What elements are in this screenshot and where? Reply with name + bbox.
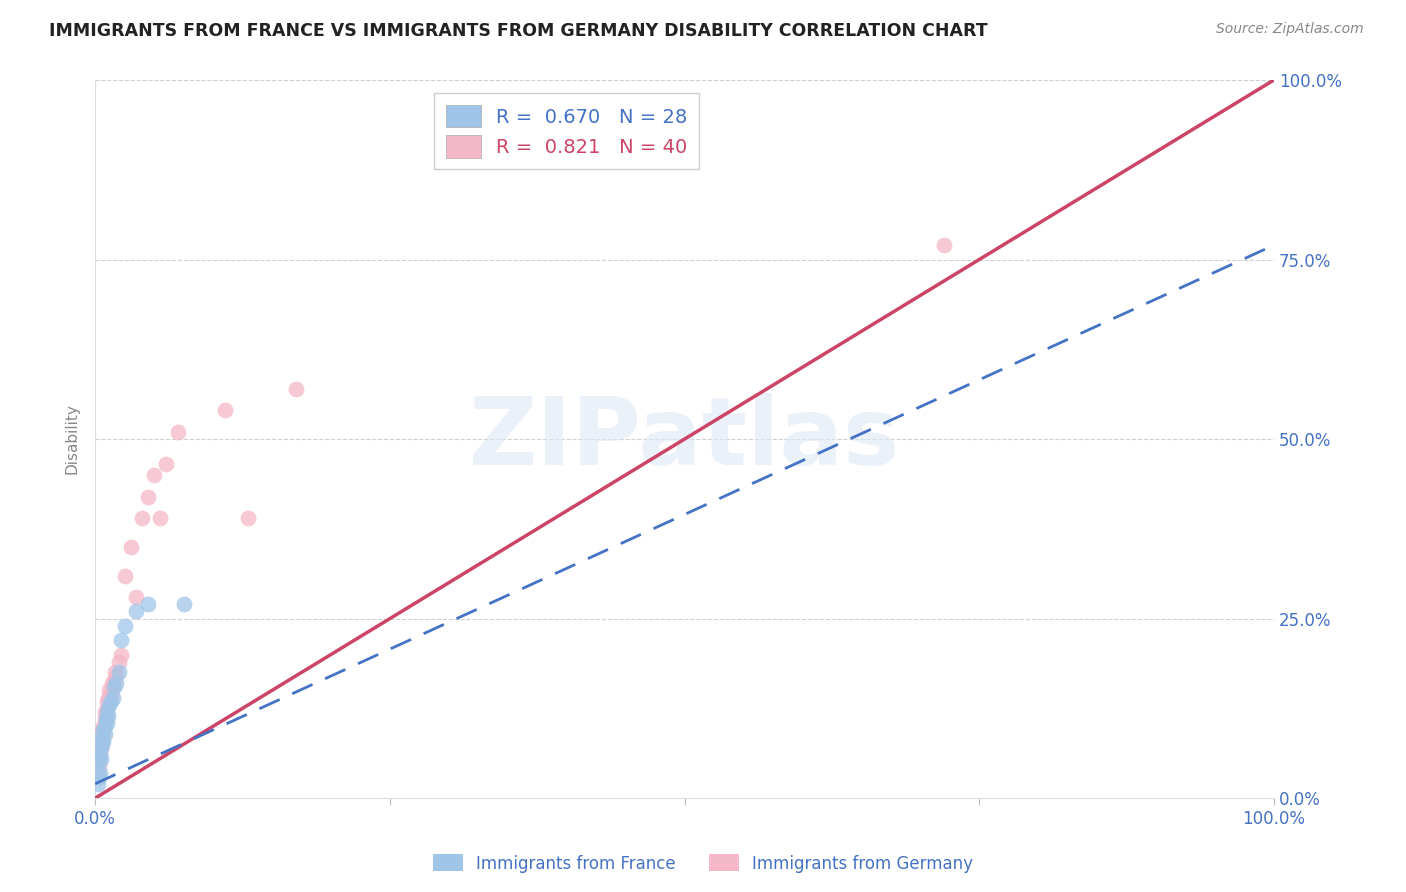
Point [86, 766, 108, 780]
Point [87, 744, 110, 758]
Point [93, 712, 115, 726]
Point [86, 777, 108, 791]
Point [143, 467, 166, 482]
Point [91, 733, 114, 747]
Point [173, 597, 195, 611]
Point [131, 511, 153, 525]
Point [90, 751, 112, 765]
Point [100, 694, 122, 708]
Point [120, 540, 142, 554]
Point [125, 590, 148, 604]
Point [101, 680, 124, 694]
Point [155, 457, 177, 471]
Point [96, 694, 118, 708]
Point [87, 756, 110, 770]
Point [136, 490, 159, 504]
Point [284, 382, 307, 396]
Point [86, 751, 108, 765]
Point [89, 766, 111, 780]
Point [97, 690, 120, 705]
Text: IMMIGRANTS FROM FRANCE VS IMMIGRANTS FROM GERMANY DISABILITY CORRELATION CHART: IMMIGRANTS FROM FRANCE VS IMMIGRANTS FRO… [49, 22, 988, 40]
Legend: Immigrants from France, Immigrants from Germany: Immigrants from France, Immigrants from … [426, 847, 980, 880]
Point [107, 655, 129, 669]
Point [91, 723, 114, 737]
Point [93, 719, 115, 733]
Point [238, 511, 260, 525]
Point [90, 740, 112, 755]
Point [90, 730, 112, 744]
Point [87, 759, 110, 773]
Point [90, 730, 112, 744]
Point [97, 708, 120, 723]
Point [98, 698, 121, 712]
Point [89, 737, 111, 751]
Point [89, 747, 111, 762]
Point [93, 723, 115, 737]
Point [110, 633, 132, 648]
Point [110, 648, 132, 662]
Point [105, 669, 128, 683]
Point [93, 705, 115, 719]
Point [103, 680, 125, 694]
Point [114, 619, 136, 633]
Y-axis label: Disability: Disability [65, 403, 79, 475]
Point [96, 705, 118, 719]
Point [101, 690, 124, 705]
Point [91, 737, 114, 751]
Point [100, 687, 122, 701]
Point [93, 719, 115, 733]
Point [166, 425, 188, 439]
Point [93, 733, 115, 747]
Text: ZIPatlas: ZIPatlas [468, 393, 900, 485]
Point [103, 673, 125, 687]
Point [89, 747, 111, 762]
Point [96, 701, 118, 715]
Point [93, 726, 115, 740]
Point [105, 676, 128, 690]
Point [98, 683, 121, 698]
Point [87, 770, 110, 784]
Point [125, 604, 148, 618]
Point [93, 726, 115, 740]
Text: Source: ZipAtlas.com: Source: ZipAtlas.com [1216, 22, 1364, 37]
Point [96, 715, 118, 730]
Point [94, 708, 117, 723]
Point [100, 676, 122, 690]
Point [104, 665, 127, 680]
Point [90, 740, 112, 755]
Point [94, 712, 117, 726]
Point [107, 665, 129, 680]
Legend: R =  0.670   N = 28, R =  0.821   N = 40: R = 0.670 N = 28, R = 0.821 N = 40 [434, 94, 699, 169]
Point [214, 403, 236, 417]
Point [149, 511, 172, 525]
Point [932, 238, 955, 252]
Point [114, 568, 136, 582]
Point [136, 597, 159, 611]
